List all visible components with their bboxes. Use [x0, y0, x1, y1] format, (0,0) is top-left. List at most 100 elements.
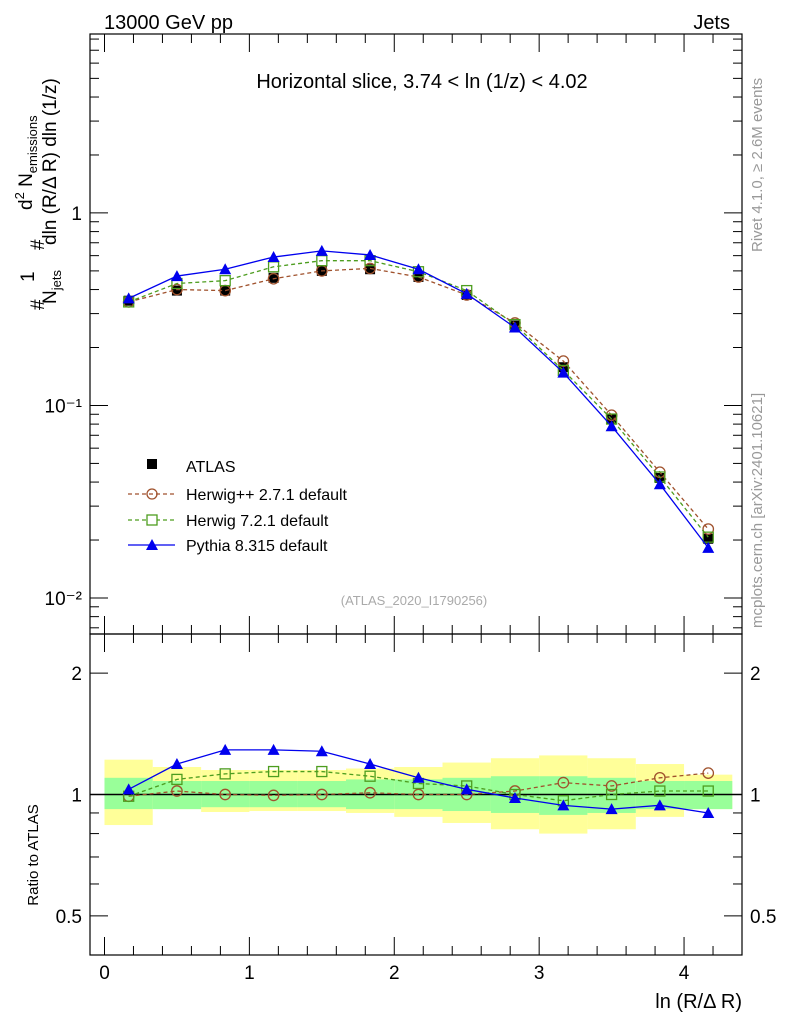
herwigpp-point-9	[557, 355, 570, 367]
pythia-point-2	[219, 263, 232, 275]
herwig7-point-3	[267, 765, 280, 778]
herwigpp-point-5	[364, 262, 376, 275]
herwigpp-point-11	[653, 771, 666, 784]
herwigpp-point-3	[267, 272, 280, 285]
pythia-point-1	[170, 758, 183, 770]
pythia-point-4	[315, 244, 328, 256]
y-label-number-sign-2: #	[28, 239, 49, 250]
pythia-point-4	[315, 745, 328, 757]
pythia-point-12	[702, 806, 715, 818]
herwig7-point-5	[364, 770, 376, 782]
herwig7-point-12	[702, 785, 714, 797]
mcplots-label: mcplots.cern.ch [arXiv:2401.10621]	[749, 393, 766, 628]
legend-label-herwigpp: Herwig++ 2.7.1 default	[186, 487, 348, 504]
main-y-axis-label: # 1 Njets # d2 Nemissions dln (R/Δ R) dl…	[12, 78, 64, 310]
pythia-point-6	[412, 263, 425, 275]
herwigpp-point-1	[171, 785, 183, 797]
pythia-point-12	[702, 541, 715, 553]
herwigpp-point-3	[267, 789, 280, 802]
process-label: Jets	[693, 12, 730, 34]
atlas-point-5	[365, 264, 376, 275]
legend-marker-herwigpp	[146, 488, 158, 500]
pythia-point-11	[653, 478, 666, 490]
herwigpp-point-6	[412, 788, 425, 801]
main-plot-title: Horizontal slice, 3.74 < ln (1/z) < 4.02	[256, 71, 587, 93]
y-label-number-sign: #	[28, 299, 49, 310]
pythia-point-7	[460, 783, 473, 795]
pythia-point-0	[122, 783, 135, 795]
legend-label-herwig7: Herwig 7.2.1 default	[186, 513, 329, 530]
x-tick-label: 3	[534, 963, 545, 984]
ratio-y-tick-label-right: 2	[750, 664, 761, 685]
pythia-point-1	[170, 270, 183, 282]
herwigpp-point-1	[171, 283, 183, 296]
atlas-point-3	[268, 272, 279, 283]
pythia-point-5	[364, 758, 377, 770]
herwig7-point-4	[316, 765, 328, 778]
energy-label: 13000 GeV pp	[104, 12, 233, 34]
herwigpp-point-12	[702, 767, 715, 779]
pythia-ratio-series	[122, 743, 715, 818]
pythia-point-8	[508, 792, 521, 804]
herwig7-ratio-series	[123, 765, 714, 807]
pythia-point-8	[508, 321, 521, 333]
ratio-y-axis-label: Ratio to ATLAS	[25, 804, 42, 905]
pythia-point-6	[412, 771, 425, 783]
legend-marker-pythia	[146, 539, 158, 550]
x-tick-label: 1	[244, 963, 255, 984]
atlas-point-1	[171, 285, 182, 296]
rivet-version-label: Rivet 4.1.0, ≥ 2.6M events	[749, 78, 766, 252]
legend-marker-atlas	[147, 459, 157, 469]
pythia-point-7	[460, 287, 473, 299]
pythia-point-5	[364, 248, 377, 260]
herwig7-point-11	[654, 785, 666, 797]
ratio-panel: 0.5 0.5 1 1 2 2 0 1 2 3 4	[56, 633, 776, 984]
pythia-point-9	[557, 366, 570, 378]
ratio-y-tick-label-left: 0.5	[56, 907, 82, 928]
ratio-y-tick-label-left: 2	[71, 664, 82, 685]
x-tick-label: 0	[99, 963, 110, 984]
ratio-frame-border	[89, 633, 743, 956]
herwigpp-ratio-line	[128, 772, 709, 797]
y-label-denominator: dln (R/Δ R) dln (1/z)	[40, 78, 61, 245]
pythia-point-10	[605, 803, 618, 815]
herwigpp-point-10	[605, 780, 618, 792]
main-y-tick-label: 10⁻²	[45, 589, 83, 610]
herwig7-point-10	[605, 788, 618, 801]
pythia-point-2	[219, 743, 232, 755]
herwigpp-ratio-series	[122, 767, 715, 803]
pythia-point-10	[605, 420, 618, 432]
pythia-series	[122, 244, 715, 553]
pythia-point-0	[122, 292, 135, 304]
pythia-point-3	[267, 251, 280, 263]
x-tick-label: 2	[389, 963, 400, 984]
herwigpp-point-5	[364, 786, 376, 799]
pythia-point-9	[557, 799, 570, 811]
herwig7-point-2	[219, 274, 231, 287]
pythia-point-3	[267, 743, 280, 755]
y-label-one: 1	[18, 271, 39, 282]
x-axis-label: ln (R/Δ R)	[655, 991, 742, 1013]
herwig7-point-2	[219, 768, 231, 780]
herwig7-point-1	[171, 773, 183, 786]
main-y-tick-label: 10⁻¹	[45, 396, 83, 417]
legend: ATLAS Herwig++ 2.7.1 default Herwig 7.2.…	[128, 459, 348, 555]
legend-label-pythia: Pythia 8.315 default	[186, 538, 328, 555]
ratio-y-tick-label-left: 1	[71, 786, 82, 807]
analysis-watermark: (ATLAS_2020_I1790256)	[341, 593, 487, 608]
pythia-point-11	[653, 799, 666, 811]
herwigpp-point-4	[315, 788, 328, 801]
x-tick-label: 4	[679, 963, 690, 984]
legend-label-atlas: ATLAS	[186, 459, 236, 476]
herwigpp-point-9	[557, 776, 570, 789]
herwigpp-point-2	[219, 788, 232, 801]
herwigpp-point-12	[702, 523, 715, 535]
herwig7-ratio-line	[128, 770, 709, 802]
ratio-y-tick-label-right: 0.5	[750, 907, 776, 928]
main-y-tick-label: 1	[71, 204, 82, 225]
legend-marker-herwig7	[146, 514, 158, 526]
atlas-point-12	[703, 533, 714, 544]
ratio-y-tick-label-right: 1	[750, 786, 761, 807]
